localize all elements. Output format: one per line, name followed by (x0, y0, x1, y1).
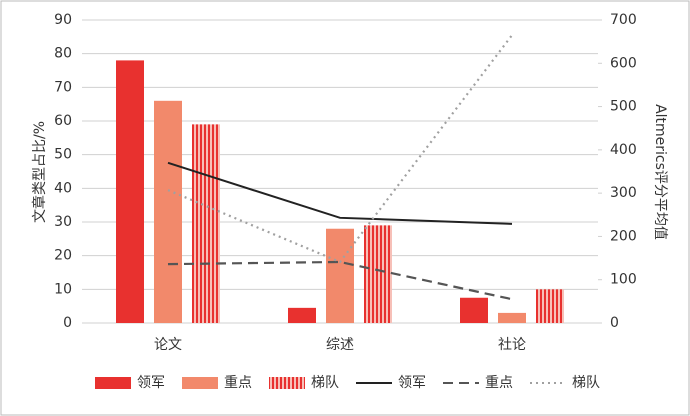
y2-tick-label: 200 (610, 228, 637, 244)
x-tick-label: 论文 (154, 337, 182, 353)
x-tick-label: 社论 (498, 337, 526, 353)
y2-tick-label: 400 (610, 142, 637, 158)
y2-tick-label: 0 (610, 315, 619, 331)
line (167, 260, 513, 301)
line (167, 34, 513, 264)
y2-axis-title: Altmerics评分平均值 (652, 104, 668, 240)
y2-tick-label: 700 (610, 12, 637, 28)
bar (154, 100, 182, 323)
y-tick-label: 80 (54, 46, 72, 62)
y-tick-label: 40 (54, 180, 72, 196)
y2-tick-label: 600 (610, 55, 637, 71)
bar (192, 124, 220, 323)
bar (326, 228, 354, 323)
y2-tick-label: 500 (610, 99, 637, 115)
y-tick-label: 90 (54, 12, 72, 28)
y-tick-label: 0 (63, 315, 72, 331)
bar (460, 297, 488, 323)
bar (364, 225, 392, 323)
y-tick-label: 20 (54, 248, 72, 264)
y2-tick-label: 300 (610, 185, 637, 201)
bar (536, 289, 564, 323)
y-tick-label: 60 (54, 113, 72, 129)
legend-label: 重点 (224, 375, 252, 391)
y-tick-label: 30 (54, 214, 72, 230)
line (167, 161, 513, 225)
bar (116, 60, 144, 324)
y-axis-title: 文章类型占比/% (31, 121, 48, 223)
legend-label: 梯队 (572, 375, 600, 391)
y-tick-label: 10 (54, 281, 72, 297)
y-tick-label: 70 (54, 79, 72, 95)
legend-label: 梯队 (311, 375, 339, 391)
legend-label: 领军 (398, 375, 426, 391)
legend-swatch (95, 377, 131, 389)
x-tick-label: 综述 (326, 337, 354, 353)
legend-swatch (182, 377, 218, 389)
y-tick-label: 50 (54, 147, 72, 163)
bar (498, 312, 526, 323)
legend-label: 领军 (137, 375, 165, 391)
legend-swatch (269, 377, 305, 389)
y2-tick-label: 100 (610, 272, 637, 288)
legend-label: 重点 (485, 375, 513, 391)
bar (288, 307, 316, 323)
